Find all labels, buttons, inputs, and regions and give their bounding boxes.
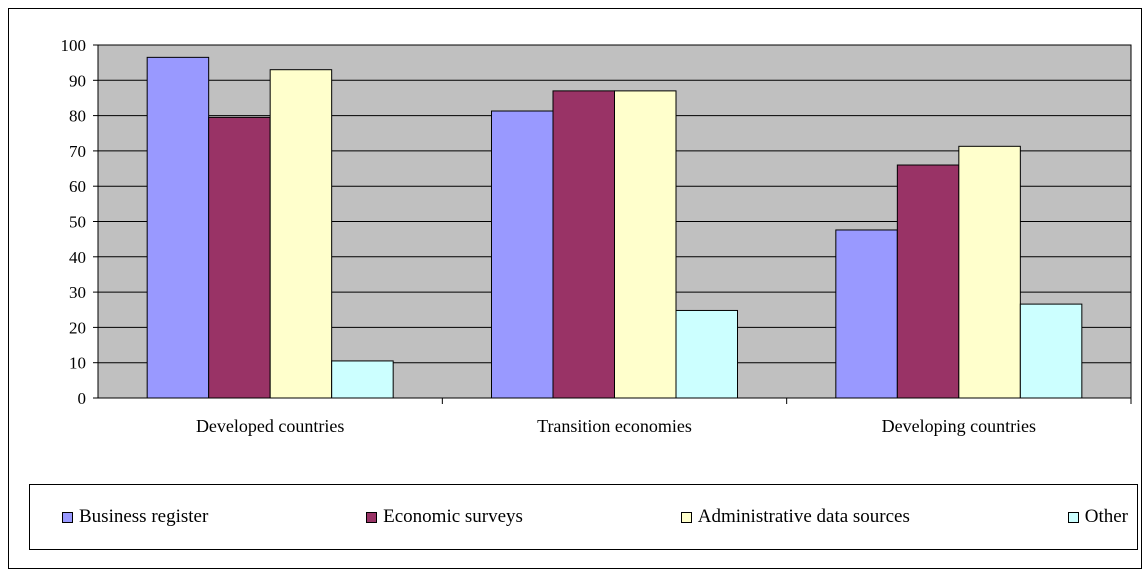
x-tick-label-developed-countries: Developed countries xyxy=(196,416,344,436)
y-tick-label: 40 xyxy=(69,248,86,267)
bar-administrative-data-sources-developed-countries xyxy=(269,69,333,399)
legend-label-other: Other xyxy=(1084,506,1128,527)
legend-label-business-register: Business register xyxy=(79,506,209,527)
bar-chart: 0 10 20 30 40 50 60 70 80 90 100 Developed countrie… xyxy=(61,36,1132,436)
y-tick-label: 60 xyxy=(69,177,86,196)
bar-administrative-data-sources-transition-economies xyxy=(614,90,677,399)
legend-swatch-other xyxy=(1067,511,1079,523)
y-tick-label: 10 xyxy=(69,354,86,373)
legend-item-economic-surveys: Economic surveys xyxy=(366,506,523,528)
y-tick-label: 0 xyxy=(78,389,87,408)
legend-item-other: Other xyxy=(1067,506,1128,528)
legend-swatch-administrative-data-sources xyxy=(680,511,692,523)
chart-legend: Business register Economic surveys Admin… xyxy=(29,484,1138,550)
bar-other-developing-countries xyxy=(1019,303,1083,399)
x-tick-label-developing-countries: Developing countries xyxy=(882,416,1036,436)
bar-administrative-data-sources-developing-countries xyxy=(958,145,1021,399)
legend-label-administrative-data-sources: Administrative data sources xyxy=(697,506,910,527)
plot-area: 0 10 20 30 40 50 60 70 80 90 100 Developed countrie… xyxy=(61,36,1132,436)
y-tick-label: 20 xyxy=(69,318,86,337)
y-tick-label: 30 xyxy=(69,283,86,302)
legend-item-business-register: Business register xyxy=(62,506,208,528)
bar-economic-surveys-developing-countries xyxy=(896,164,960,399)
bar-business-register-developing-countries xyxy=(835,229,898,399)
legend-item-administrative-data-sources: Administrative data sources xyxy=(680,506,910,528)
y-tick-label: 70 xyxy=(69,142,86,161)
bar-economic-surveys-transition-economies xyxy=(552,90,615,399)
y-tick-label: 50 xyxy=(69,213,86,232)
x-tick-label-transition-economies: Transition economies xyxy=(537,416,692,436)
legend-swatch-economic-surveys xyxy=(366,511,378,523)
y-tick-label: 100 xyxy=(61,36,87,55)
legend-label-economic-surveys: Economic surveys xyxy=(383,506,523,527)
bar-business-register-transition-economies xyxy=(491,110,554,399)
bar-business-register-developed-countries xyxy=(146,56,210,399)
bar-economic-surveys-developed-countries xyxy=(208,116,271,399)
bar-other-transition-economies xyxy=(675,309,738,399)
legend-swatch-business-register xyxy=(62,511,73,523)
y-tick-label: 80 xyxy=(69,107,86,126)
y-tick-label: 90 xyxy=(69,71,86,90)
bar-other-developed-countries xyxy=(331,360,394,399)
